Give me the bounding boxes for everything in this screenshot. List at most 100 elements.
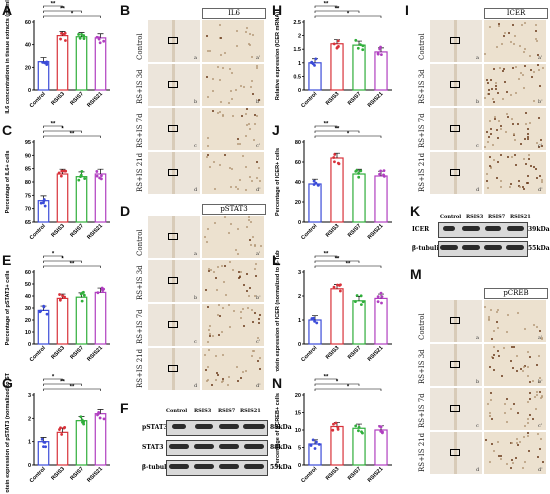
stained-cell [248, 286, 251, 289]
data-point [45, 60, 49, 64]
ihc-sub-label: a [476, 55, 479, 61]
y-tick-label: 0 [28, 88, 31, 94]
data-point [100, 174, 103, 178]
ihc-sub-label: c [476, 143, 479, 149]
data-point [97, 37, 101, 41]
stained-cell [507, 31, 510, 34]
stained-cell [210, 384, 213, 387]
stained-cell [256, 160, 259, 163]
significance-label: * [347, 385, 350, 391]
data-point [64, 39, 67, 42]
stained-cell [509, 186, 512, 189]
stained-cell [510, 442, 513, 445]
stained-cell [203, 235, 206, 238]
panel-label-g: G [2, 375, 13, 391]
stained-cell [206, 155, 209, 158]
y-tick-label: 60 [25, 270, 31, 276]
data-point [316, 183, 320, 187]
stained-cell [513, 43, 516, 46]
data-point [42, 445, 45, 449]
ihc-row-label: RS+IS 21d [418, 432, 426, 472]
stained-cell [506, 113, 509, 116]
stained-cell [241, 154, 244, 157]
data-point [336, 45, 339, 49]
ihc-low-mag-image: c [430, 108, 482, 150]
stained-cell [500, 180, 503, 183]
stained-cell [514, 154, 516, 157]
data-point [359, 169, 363, 173]
stained-cell [516, 442, 519, 445]
data-point [334, 421, 338, 425]
stained-cell [214, 221, 217, 224]
y-tick-label: 20 [295, 200, 301, 206]
stained-cell [487, 141, 490, 144]
x-tick-label: RSIS21 [367, 91, 385, 109]
x-tick-label: RSIS21 [86, 466, 104, 484]
bar [330, 43, 344, 91]
data-point [313, 319, 316, 323]
roi-box [168, 365, 178, 372]
stained-cell [527, 417, 530, 420]
stained-cell [500, 128, 503, 131]
stained-cell [489, 25, 492, 28]
bar [352, 44, 366, 91]
data-point [95, 170, 99, 173]
y-tick-label: 85 [25, 167, 31, 173]
stained-cell [501, 374, 504, 377]
bar [75, 36, 88, 91]
significance-bracket [314, 135, 382, 138]
stained-cell [484, 306, 487, 309]
stained-cell [239, 270, 242, 273]
ihc-row-label: RS+IS 21d [136, 152, 144, 192]
western-blot-f: Control RSIS3 RSIS7 RSIS21 pSTAT3 88kDa … [140, 402, 292, 482]
x-tick-label: RSIS7 [347, 223, 362, 238]
stained-cell [535, 38, 538, 41]
stained-cell [532, 100, 535, 103]
x-tick-label: RSIS7 [347, 466, 362, 481]
stained-cell [251, 350, 254, 353]
stained-cell [217, 304, 220, 307]
wb-row-label: STAT3 [142, 444, 164, 451]
stained-cell [488, 411, 491, 414]
data-point [355, 294, 359, 297]
stained-cell [212, 109, 215, 112]
stained-cell [216, 112, 219, 115]
ihc-low-mag-image: c [430, 388, 482, 430]
y-tick-label: 0 [298, 342, 301, 348]
stained-cell [535, 325, 538, 328]
stained-cell [491, 442, 494, 445]
significance-label: ** [324, 2, 329, 8]
stained-cell [523, 65, 526, 68]
stained-cell [237, 277, 240, 280]
stained-cell [504, 80, 507, 83]
stained-cell [231, 168, 234, 171]
data-point [95, 35, 99, 39]
x-tick-label: Control [300, 466, 318, 484]
wb-band [194, 424, 213, 429]
wb-lane-label: Control [166, 408, 188, 414]
stained-cell [537, 64, 540, 67]
panel-label-m: M [410, 266, 422, 282]
stained-cell [219, 53, 222, 56]
stained-cell [515, 164, 518, 167]
stained-cell [526, 435, 529, 437]
y-tick-label: 3 [298, 270, 301, 276]
stained-cell [491, 144, 494, 147]
data-point [332, 156, 336, 159]
data-point [339, 283, 342, 287]
stained-cell [250, 85, 253, 88]
x-tick-label: RSIS3 [50, 223, 65, 238]
x-tick-label: Control [29, 91, 47, 109]
stained-cell [220, 36, 223, 39]
stained-cell [497, 24, 500, 27]
significance-label: ** [335, 257, 340, 263]
stained-cell [511, 67, 514, 70]
stained-cell [486, 79, 489, 82]
data-point [62, 426, 66, 430]
stained-cell [526, 375, 529, 378]
panel-label-n: N [272, 375, 283, 391]
panel-label-j: J [272, 122, 280, 138]
y-tick-label: 1 [28, 440, 31, 446]
stained-cell [509, 40, 512, 43]
wb-band [485, 226, 501, 231]
